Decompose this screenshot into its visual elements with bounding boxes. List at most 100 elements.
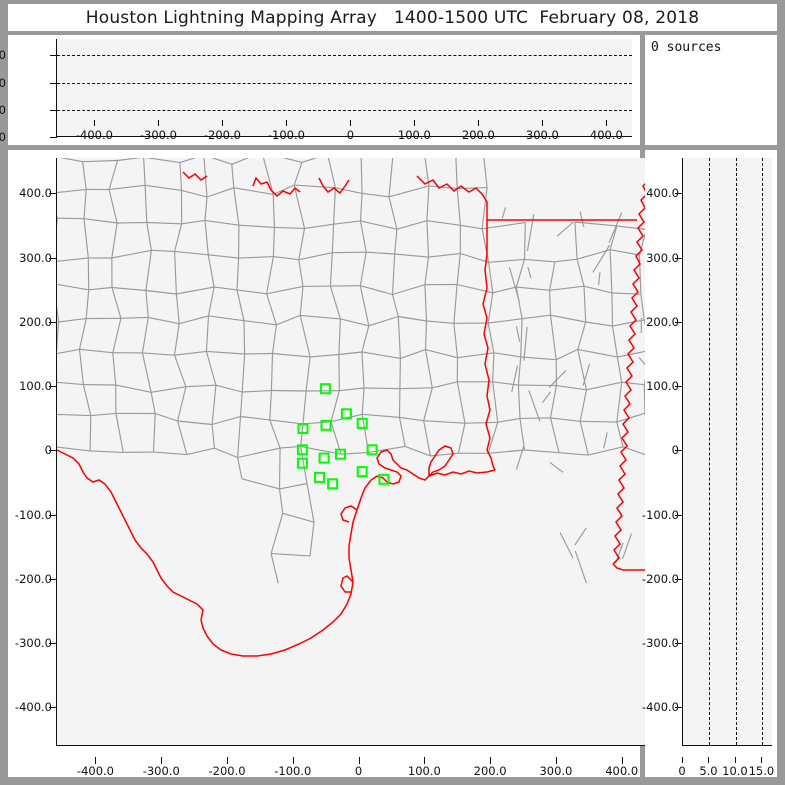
county-border-path bbox=[243, 320, 246, 355]
county-border-path bbox=[576, 259, 585, 287]
county-border-path bbox=[638, 254, 642, 295]
lma-station-marker[interactable] bbox=[318, 452, 330, 464]
county-border-path bbox=[574, 550, 587, 584]
state-border-path bbox=[318, 177, 350, 195]
county-border-path bbox=[333, 187, 336, 225]
county-border-path bbox=[359, 220, 367, 253]
county-border-path bbox=[338, 351, 362, 356]
state-border-path bbox=[340, 575, 354, 593]
county-border-path bbox=[488, 318, 523, 324]
altitude-vs-east-xaxis-labels: -400.0 -300.0 -200.0 -100.0 0 100.0 200.0 300.0… bbox=[8, 120, 640, 145]
county-border-path bbox=[457, 352, 494, 359]
county-border-path bbox=[457, 423, 466, 454]
county-border-path bbox=[391, 253, 396, 295]
lma-station-marker[interactable] bbox=[314, 471, 325, 483]
county-border-path bbox=[400, 349, 426, 359]
county-border-path bbox=[151, 249, 175, 252]
yaxis-tick bbox=[675, 193, 683, 195]
lma-station-marker[interactable] bbox=[320, 419, 332, 431]
figure-title-bar: Houston Lightning Mapping Array 1400-150… bbox=[8, 4, 777, 31]
lma-station-marker[interactable] bbox=[356, 466, 368, 478]
state-border-path bbox=[340, 505, 358, 523]
lma-station-marker[interactable] bbox=[327, 478, 339, 490]
county-border-path bbox=[488, 262, 494, 293]
county-border-path bbox=[108, 189, 118, 224]
county-border-path bbox=[549, 417, 560, 453]
county-border-path bbox=[423, 420, 466, 424]
county-border-path bbox=[574, 527, 587, 546]
county-border-path bbox=[621, 533, 632, 560]
lma-station-marker[interactable] bbox=[296, 457, 308, 469]
altitude-histogram-panel: -400.0 -300.0 -200.0 -100.0 0 100.0 200.0 300.0… bbox=[641, 150, 777, 777]
county-border-path bbox=[207, 286, 215, 317]
county-border-path bbox=[207, 254, 215, 288]
county-border-path bbox=[556, 385, 587, 391]
xaxis-tick bbox=[621, 757, 623, 764]
lma-station-marker[interactable] bbox=[297, 423, 309, 434]
county-border-path bbox=[327, 158, 336, 188]
county-border-path bbox=[548, 369, 567, 388]
lma-station-marker[interactable] bbox=[340, 408, 352, 420]
lma-station-marker[interactable] bbox=[366, 444, 378, 456]
county-border-path bbox=[115, 384, 152, 393]
altitude-histogram-plot-area[interactable] bbox=[682, 158, 772, 746]
lma-station-marker[interactable] bbox=[356, 417, 368, 429]
xaxis-tick-label: 0 bbox=[354, 764, 363, 778]
county-borders bbox=[57, 158, 648, 584]
county-border-path bbox=[492, 286, 517, 294]
state-border-path bbox=[612, 563, 648, 571]
county-border-path bbox=[329, 285, 341, 320]
county-border-path bbox=[57, 188, 87, 194]
xaxis-tick-label: 400.0 bbox=[605, 764, 639, 778]
xaxis-tick bbox=[227, 757, 229, 764]
county-border-path bbox=[549, 461, 564, 473]
county-border-path bbox=[237, 416, 242, 458]
gridline-vertical bbox=[735, 158, 737, 745]
county-border-path bbox=[549, 385, 557, 419]
county-border-path bbox=[266, 285, 304, 295]
state-borders bbox=[57, 171, 648, 657]
county-border-path bbox=[179, 162, 183, 191]
county-border-path bbox=[515, 446, 525, 470]
county-border-path bbox=[204, 196, 208, 221]
altitude-vs-east-plot-area[interactable] bbox=[56, 39, 632, 137]
county-border-path bbox=[616, 382, 623, 423]
lma-station-marker[interactable] bbox=[335, 448, 346, 460]
status-badge: 0 sources bbox=[651, 40, 722, 55]
county-border-path bbox=[399, 358, 401, 389]
yaxis-tick bbox=[675, 514, 683, 516]
county-border-path bbox=[361, 325, 370, 353]
county-border-path bbox=[57, 413, 91, 417]
state-border-path bbox=[57, 449, 204, 621]
lma-station-marker[interactable] bbox=[378, 473, 390, 485]
county-border-path bbox=[555, 348, 579, 361]
county-border-path bbox=[394, 253, 429, 258]
xaxis-tick-label: 300.0 bbox=[539, 764, 573, 778]
county-border-path bbox=[399, 416, 424, 422]
county-border-path bbox=[153, 451, 187, 456]
plan-view-map-plot-area[interactable] bbox=[56, 158, 648, 746]
lma-station-markers[interactable] bbox=[296, 383, 390, 490]
county-border-path bbox=[239, 391, 243, 417]
county-border-path bbox=[204, 220, 209, 255]
yaxis-tick-label: -200.0 bbox=[641, 571, 679, 586]
county-border-path bbox=[338, 318, 341, 355]
county-border-path bbox=[616, 412, 646, 423]
county-border-path bbox=[616, 225, 647, 231]
lma-station-marker[interactable] bbox=[319, 383, 331, 395]
county-border-path bbox=[214, 286, 238, 291]
county-border-path bbox=[233, 187, 240, 226]
county-border-path bbox=[424, 158, 430, 186]
county-border-path bbox=[57, 446, 91, 452]
county-border-path bbox=[616, 421, 624, 447]
lma-station-marker[interactable] bbox=[296, 444, 308, 456]
county-border-path bbox=[580, 420, 617, 423]
county-border-path bbox=[424, 257, 430, 285]
county-border-path bbox=[109, 184, 146, 191]
county-border-path bbox=[396, 220, 428, 230]
county-border-path bbox=[487, 292, 494, 324]
county-border-path bbox=[516, 286, 550, 291]
xaxis-tick-label: 100.0 bbox=[407, 764, 441, 778]
yaxis-tick-label: -300.0 bbox=[14, 636, 52, 651]
